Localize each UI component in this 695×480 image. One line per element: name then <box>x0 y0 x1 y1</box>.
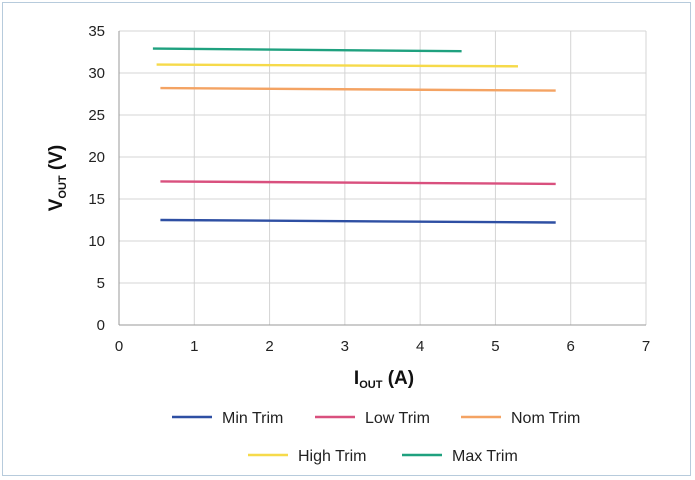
x-tick-label: 7 <box>642 338 650 355</box>
x-tick-label: 4 <box>416 338 424 355</box>
grid <box>118 30 647 326</box>
x-axis-label-unit: (A) <box>382 368 414 389</box>
x-tick-label: 5 <box>491 338 499 355</box>
x-tick-label: 0 <box>115 338 123 355</box>
y-tick-label: 5 <box>97 275 105 292</box>
series-line-low-trim <box>160 180 556 186</box>
series-line-max-trim <box>152 47 462 53</box>
x-axis-label-sub: OUT <box>359 379 383 391</box>
series-line-high-trim <box>156 63 519 68</box>
y-axis-label-unit: (V) <box>46 145 67 176</box>
x-axis-label-main: I <box>354 368 359 389</box>
legend-label-min-trim: Min Trim <box>222 410 283 427</box>
legend-label-nom-trim: Nom Trim <box>511 410 580 427</box>
legend-label-low-trim: Low Trim <box>365 410 430 427</box>
y-axis-label-main: V <box>46 198 67 211</box>
y-tick-label: 15 <box>88 191 105 208</box>
y-tick-label: 25 <box>88 107 105 124</box>
y-axis-label: VOUT (V) <box>46 145 69 212</box>
series-lines <box>152 47 556 224</box>
series-line-nom-trim <box>160 86 556 92</box>
y-tick-labels: 0 5 10 15 20 25 30 35 <box>88 23 105 334</box>
y-axis-label-sub: OUT <box>57 175 69 199</box>
x-axis-label: IOUT (A) <box>354 368 414 391</box>
y-tick-label: 35 <box>88 23 105 40</box>
legend: Min Trim Low Trim Nom Trim High Trim Max Tri… <box>172 410 580 465</box>
legend-label-max-trim: Max Trim <box>452 448 518 465</box>
x-tick-labels: 0 1 2 3 4 5 6 7 <box>115 338 650 355</box>
y-tick-label: 10 <box>88 233 105 250</box>
y-tick-label: 30 <box>88 65 105 82</box>
legend-label-high-trim: High Trim <box>298 448 366 465</box>
x-tick-label: 1 <box>190 338 198 355</box>
axes <box>118 31 646 326</box>
x-tick-label: 6 <box>567 338 575 355</box>
x-tick-label: 2 <box>265 338 273 355</box>
series-line-min-trim <box>160 218 556 224</box>
x-tick-label: 3 <box>341 338 349 355</box>
y-tick-label: 20 <box>88 149 105 166</box>
y-tick-label: 0 <box>97 317 105 334</box>
chart-frame <box>2 2 691 476</box>
